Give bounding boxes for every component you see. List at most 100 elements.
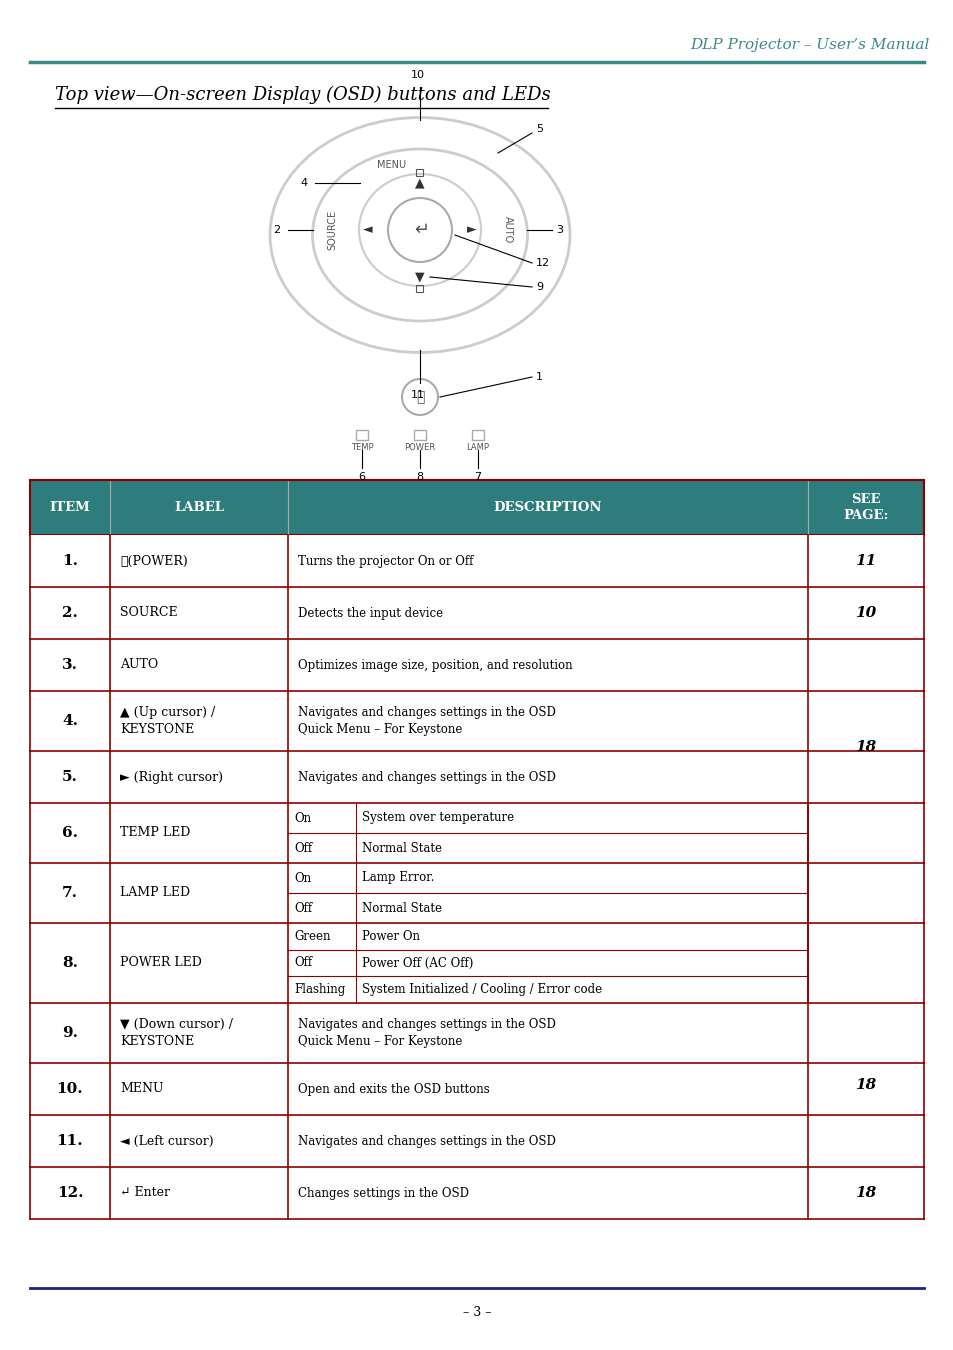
Text: 18: 18 [855,740,876,755]
Text: Detects the input device: Detects the input device [297,606,442,620]
Text: ITEM: ITEM [50,501,91,514]
Text: ⏻: ⏻ [416,390,424,404]
Text: On: On [294,872,311,884]
Text: 11.: 11. [56,1134,83,1148]
Bar [414,431,426,440]
Bar [30,587,923,639]
Text: 7.: 7. [62,886,78,900]
Text: Optimizes image size, position, and resolution: Optimizes image size, position, and reso… [297,659,572,671]
Text: 9: 9 [536,282,542,292]
Text: ► (Right cursor): ► (Right cursor) [120,771,223,783]
Bar [30,535,923,587]
Text: ◄: ◄ [363,224,373,236]
Bar [30,863,923,923]
Text: Navigates and changes settings in the OSD: Navigates and changes settings in the OS… [297,1134,556,1148]
Text: 4: 4 [300,178,308,188]
Text: 18: 18 [855,1079,876,1092]
Text: 3: 3 [556,225,562,235]
Text: Power Off (AC Off): Power Off (AC Off) [361,957,473,969]
Text: LAMP LED: LAMP LED [120,887,190,899]
Text: 2.: 2. [62,606,78,620]
Text: POWER: POWER [404,443,436,451]
Bar [30,639,923,691]
Text: ▲: ▲ [415,177,424,189]
Text: Off: Off [294,902,312,914]
Text: SEE
PAGE:: SEE PAGE: [842,493,888,522]
Text: Navigates and changes settings in the OSD
Quick Menu – For Keystone: Navigates and changes settings in the OS… [297,1018,556,1048]
Text: 6.: 6. [62,826,78,840]
Text: LAMP: LAMP [466,443,489,451]
Text: Green: Green [294,930,330,942]
Text: 8: 8 [416,472,423,482]
Text: AUTO: AUTO [120,659,158,671]
Text: Off: Off [294,841,312,855]
Bar [30,481,923,535]
Text: 10: 10 [411,70,424,80]
Bar [30,803,923,863]
Text: 10: 10 [855,606,876,620]
Text: ⏻(POWER): ⏻(POWER) [120,555,188,567]
Text: System over temperature: System over temperature [361,811,514,825]
Text: 9.: 9. [62,1026,78,1040]
Text: 11: 11 [855,554,876,568]
Text: 5.: 5. [62,769,78,784]
Text: System Initialized / Cooling / Error code: System Initialized / Cooling / Error cod… [361,983,601,996]
Text: LABEL: LABEL [173,501,224,514]
Text: Navigates and changes settings in the OSD
Quick Menu – For Keystone: Navigates and changes settings in the OS… [297,706,556,736]
Text: 1.: 1. [62,554,78,568]
Text: 3.: 3. [62,657,78,672]
Text: ▼ (Down cursor) /
KEYSTONE: ▼ (Down cursor) / KEYSTONE [120,1018,233,1048]
Bar [30,1003,923,1062]
Text: 4.: 4. [62,714,78,728]
Text: Off: Off [294,957,312,969]
Text: Changes settings in the OSD: Changes settings in the OSD [297,1187,469,1200]
Text: 8.: 8. [62,956,78,971]
Text: MENU: MENU [377,161,406,170]
Text: Open and exits the OSD buttons: Open and exits the OSD buttons [297,1083,489,1095]
Text: 12.: 12. [56,1187,83,1200]
Text: AUTO: AUTO [502,216,513,243]
Text: TEMP LED: TEMP LED [120,826,191,840]
Text: 5: 5 [536,124,542,134]
Bar [30,751,923,803]
Text: 7: 7 [474,472,481,482]
Text: 11: 11 [411,390,424,400]
Text: Lamp Error.: Lamp Error. [361,872,434,884]
Bar [30,1166,923,1219]
Text: ▲ (Up cursor) /
KEYSTONE: ▲ (Up cursor) / KEYSTONE [120,706,215,736]
Text: ◄ (Left cursor): ◄ (Left cursor) [120,1134,213,1148]
Text: 12: 12 [536,258,550,269]
Text: 1: 1 [536,373,542,382]
Text: Power On: Power On [361,930,419,942]
Text: Normal State: Normal State [361,902,441,914]
Text: On: On [294,811,311,825]
Text: 10.: 10. [56,1081,83,1096]
Bar [355,431,368,440]
Bar [472,431,483,440]
Text: 18: 18 [855,1187,876,1200]
Text: – 3 –: – 3 – [462,1305,491,1319]
Bar [30,691,923,751]
Text: ↵ Enter: ↵ Enter [120,1187,170,1200]
Text: Turns the projector On or Off: Turns the projector On or Off [297,555,473,567]
Bar [30,923,923,1003]
Bar [416,285,423,292]
Text: POWER LED: POWER LED [120,957,202,969]
Text: Top view—On-screen Display (OSD) buttons and LEDs: Top view—On-screen Display (OSD) buttons… [55,86,550,104]
Text: Navigates and changes settings in the OSD: Navigates and changes settings in the OS… [297,771,556,783]
Text: Flashing: Flashing [294,983,345,996]
Text: DLP Projector – User’s Manual: DLP Projector – User’s Manual [690,38,929,53]
Text: MENU: MENU [120,1083,163,1095]
Bar [416,169,423,176]
Text: DESCRIPTION: DESCRIPTION [494,501,601,514]
Text: 2: 2 [273,225,280,235]
Text: Normal State: Normal State [361,841,441,855]
Text: SOURCE: SOURCE [120,606,177,620]
Text: ►: ► [467,224,476,236]
Bar [30,1115,923,1166]
Text: 6: 6 [358,472,365,482]
Bar [30,1062,923,1115]
Text: ↵: ↵ [414,221,429,239]
Text: ▼: ▼ [415,270,424,284]
Text: TEMP: TEMP [351,443,373,451]
